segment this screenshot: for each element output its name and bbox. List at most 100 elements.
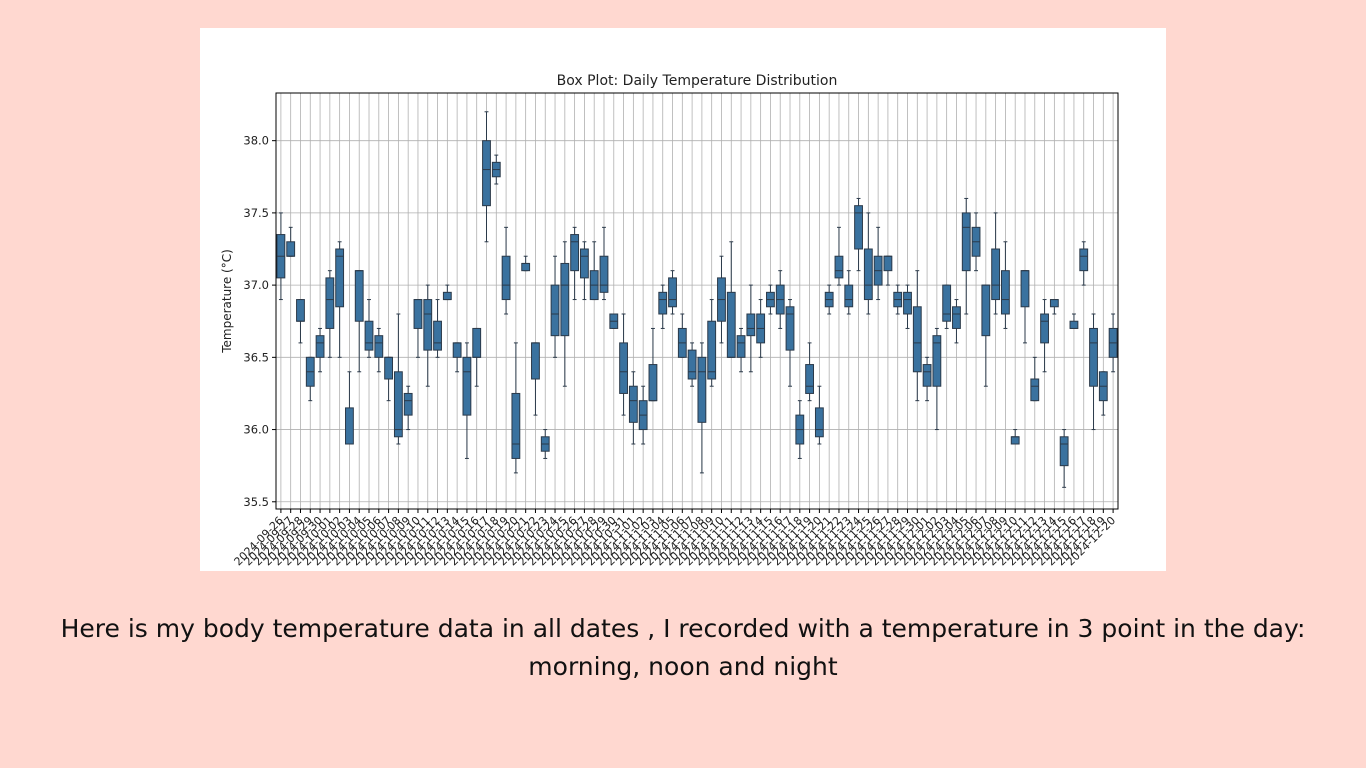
- y-tick-label: 37.0: [243, 278, 269, 292]
- box-iqr: [403, 392, 413, 416]
- box-2024-10-06: [374, 327, 384, 373]
- box-2024-10-14: [452, 342, 462, 373]
- box-iqr: [482, 140, 491, 207]
- box-2024-10-03: [345, 371, 354, 445]
- box-iqr: [296, 299, 305, 322]
- box-iqr: [286, 241, 296, 257]
- box-2024-12-18: [1089, 313, 1098, 431]
- y-axis-ticks: 35.5 36.0 36.5 37.0 37.5 38.0: [243, 134, 276, 509]
- box-iqr: [668, 277, 677, 308]
- box-iqr: [942, 284, 952, 322]
- box-2024-12-09: [1000, 241, 1010, 329]
- box-2024-10-08: [393, 313, 403, 445]
- box-2024-11-16: [775, 270, 785, 329]
- box-iqr: [619, 342, 628, 394]
- y-tick-label: 38.0: [243, 134, 269, 148]
- box-2024-09-27: [286, 226, 296, 257]
- y-tick-label: 36.5: [243, 350, 269, 364]
- box-2024-11-01: [628, 371, 638, 445]
- box-iqr: [883, 255, 893, 272]
- box-2024-10-02: [335, 241, 345, 358]
- box-2024-10-28: [589, 241, 599, 301]
- box-iqr: [472, 327, 482, 358]
- box-2024-11-30: [912, 270, 922, 402]
- x-axis-ticks: 2024-09-262024-09-272024-09-282024-09-29…: [232, 509, 1118, 568]
- box-iqr: [501, 255, 511, 301]
- box-plot-chart: 35.5 36.0 36.5 37.0 37.5 38.0 2024-09-262024-…: [220, 73, 1119, 568]
- box-iqr: [393, 371, 403, 438]
- box-2024-11-24: [854, 197, 863, 272]
- box-2024-10-12: [433, 299, 442, 358]
- box-iqr: [648, 364, 658, 402]
- box-2024-12-19: [1098, 371, 1108, 416]
- box-2024-10-21: [521, 255, 531, 272]
- caption-line-1: Here is my body temperature data in all …: [60, 614, 1306, 643]
- box-iqr: [1040, 313, 1049, 344]
- box-2024-11-03: [648, 327, 658, 402]
- box-iqr: [531, 342, 540, 380]
- box-iqr: [903, 291, 912, 315]
- box-2024-11-23: [844, 270, 854, 315]
- box-iqr: [1089, 327, 1098, 387]
- box-iqr: [442, 291, 452, 301]
- box-iqr: [1079, 248, 1089, 272]
- box-2024-10-24: [550, 255, 560, 358]
- box-2024-10-20: [511, 342, 521, 474]
- box-2024-11-09: [707, 299, 717, 387]
- box-2024-10-11: [423, 284, 433, 387]
- box-iqr: [1069, 320, 1079, 329]
- box-iqr: [374, 335, 384, 358]
- box-iqr: [1059, 436, 1069, 467]
- box-2024-12-05: [961, 197, 971, 315]
- box-2024-09-29: [305, 356, 315, 402]
- box-2024-12-02: [932, 327, 942, 431]
- box-iqr: [364, 320, 374, 351]
- box-2024-10-10: [413, 299, 423, 358]
- box-2024-12-07: [981, 284, 991, 387]
- box-iqr: [736, 335, 746, 358]
- chart-panel: 35.5 36.0 36.5 37.0 37.5 38.0 2024-09-26 2024-…: [200, 28, 1166, 571]
- box-iqr: [433, 320, 442, 351]
- box-2024-12-17: [1079, 241, 1089, 286]
- box-2024-11-20: [814, 385, 824, 445]
- box-iqr: [452, 342, 462, 358]
- box-2024-10-07: [384, 356, 394, 402]
- box-2024-10-04: [354, 270, 364, 373]
- box-2024-11-17: [785, 299, 795, 387]
- box-2024-11-29: [903, 284, 912, 329]
- box-iqr: [462, 356, 472, 416]
- box-iqr: [570, 234, 580, 272]
- box-iqr: [521, 262, 531, 272]
- box-2024-10-29: [599, 226, 609, 301]
- box-iqr: [511, 392, 521, 459]
- chart-title: Box Plot: Daily Temperature Distribution: [557, 73, 838, 89]
- box-2024-12-10: [1010, 429, 1020, 445]
- box-iqr: [961, 212, 971, 272]
- box-2024-12-01: [922, 356, 932, 402]
- y-tick-label: 35.5: [243, 495, 269, 509]
- box-2024-10-27: [579, 241, 589, 301]
- box-2024-12-16: [1069, 313, 1079, 329]
- box-iqr: [413, 299, 423, 329]
- box-2024-10-18: [491, 154, 501, 185]
- box-iqr: [423, 299, 433, 351]
- box-2024-10-05: [364, 299, 374, 358]
- box-iqr: [863, 248, 873, 301]
- y-axis-label: Temperature (°C): [220, 249, 234, 354]
- box-2024-11-07: [687, 342, 697, 387]
- box-iqr: [628, 385, 638, 423]
- box-2024-12-11: [1020, 270, 1030, 344]
- box-2024-11-10: [717, 255, 726, 344]
- box-iqr: [814, 407, 824, 438]
- box-iqr: [746, 313, 756, 337]
- box-iqr: [981, 284, 991, 337]
- box-2024-11-19: [805, 342, 815, 402]
- box-2024-10-26: [570, 226, 580, 301]
- box-2024-12-08: [991, 212, 1001, 315]
- caption: Here is my body temperature data in all …: [20, 610, 1346, 686]
- box-iqr: [991, 248, 1001, 301]
- box-iqr: [550, 284, 560, 337]
- box-2024-09-26: [276, 212, 286, 301]
- box-2024-10-15: [462, 342, 472, 459]
- box-2024-10-01: [325, 270, 335, 358]
